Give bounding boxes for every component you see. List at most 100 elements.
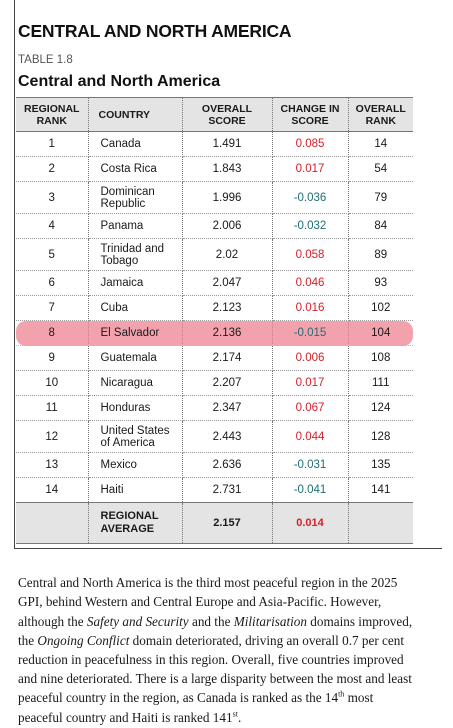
table-body: 1 Canada 1.491 0.085 14 2 Costa Rica 1.843 0.017…: [16, 131, 413, 544]
country-cell: Guatemala: [88, 345, 183, 371]
average-rank-cell: [16, 502, 89, 544]
overall-score-cell: 1.491: [182, 131, 273, 157]
change-in-score-cell: -0.015: [272, 320, 349, 346]
body-emphasis-militarisation: Militarisation: [233, 613, 307, 629]
change-in-score-cell: 0.006: [272, 345, 349, 371]
change-in-score-cell: -0.036: [272, 181, 349, 214]
table-title: Central and North America: [18, 73, 221, 90]
regional-rank-cell: 3: [16, 181, 89, 214]
overall-score-cell: 2.136: [182, 320, 273, 346]
table-row: 4 Panama 2.006 -0.032 84: [16, 213, 413, 239]
regional-rank-cell: 1: [16, 131, 89, 157]
country-cell: Mexico: [88, 452, 183, 478]
table-row: 1 Canada 1.491 0.085 14: [16, 131, 413, 157]
overall-rank-cell: 108: [348, 345, 413, 371]
table-row: 9 Guatemala 2.174 0.006 108: [16, 345, 413, 371]
ordinal-suffix-1: th: [338, 690, 345, 700]
change-in-score-cell: 0.085: [272, 131, 349, 157]
change-in-score-cell: 0.058: [272, 238, 349, 271]
ordinal-suffix-2: st: [232, 709, 238, 719]
regional-rank-cell: 9: [16, 345, 89, 371]
regional-rank-cell: 14: [16, 477, 89, 503]
body-text-3: domains improved, the: [18, 613, 413, 648]
header-overall-score: OVERALL SCORE: [182, 97, 273, 132]
overall-rank-cell: 135: [348, 452, 413, 478]
overall-rank-cell: 84: [348, 213, 413, 239]
table-row: 7 Cuba 2.123 0.016 102: [16, 295, 413, 321]
overall-rank-cell: 104: [348, 320, 413, 346]
regional-rank-cell: 13: [16, 452, 89, 478]
overall-rank-cell: 141: [348, 477, 413, 503]
overall-rank-cell: 128: [348, 420, 413, 453]
country-cell: Cuba: [88, 295, 183, 321]
change-in-score-cell: 0.017: [272, 156, 349, 182]
header-regional-rank: REGIONAL RANK: [16, 97, 89, 132]
country-cell: Honduras: [88, 395, 183, 421]
average-change: 0.014: [272, 502, 349, 544]
body-text-4: domain deteriorated, driving an overall …: [18, 632, 412, 706]
overall-score-cell: 1.843: [182, 156, 273, 182]
country-cell: Nicaragua: [88, 370, 183, 396]
country-cell: Costa Rica: [88, 156, 183, 182]
table-row: 14 Haiti 2.731 -0.041 141: [16, 477, 413, 503]
average-overall-rank-cell: [348, 502, 413, 544]
table-label: TABLE 1.8: [18, 54, 73, 66]
body-emphasis-safety: Safety and Security: [86, 613, 189, 629]
country-cell: Canada: [88, 131, 183, 157]
left-margin-rule: [14, 0, 15, 548]
overall-rank-cell: 79: [348, 181, 413, 214]
overall-score-cell: 2.047: [182, 270, 273, 296]
table-row: 6 Jamaica 2.047 0.046 93: [16, 270, 413, 296]
overall-score-cell: 2.731: [182, 477, 273, 503]
body-divider: [14, 548, 442, 549]
body-text-2: and the: [188, 613, 234, 629]
header-change-in-score: CHANGE IN SCORE: [272, 97, 349, 132]
change-in-score-cell: -0.041: [272, 477, 349, 503]
overall-score-cell: 2.123: [182, 295, 273, 321]
change-in-score-cell: -0.031: [272, 452, 349, 478]
overall-score-cell: 2.174: [182, 345, 273, 371]
regional-rank-cell: 10: [16, 370, 89, 396]
country-cell: Dominican Republic: [88, 181, 183, 214]
peace-index-table: REGIONAL RANK COUNTRY OVERALL SCORE CHAN…: [16, 97, 413, 544]
regional-rank-cell: 7: [16, 295, 89, 321]
country-cell: United States of America: [88, 420, 183, 453]
country-cell: Panama: [88, 213, 183, 239]
overall-rank-cell: 93: [348, 270, 413, 296]
overall-rank-cell: 124: [348, 395, 413, 421]
table-row: 3 Dominican Republic 1.996 -0.036 79: [16, 181, 413, 214]
regional-average-row: REGIONAL AVERAGE 2.157 0.014: [16, 502, 413, 544]
average-score: 2.157: [182, 502, 273, 544]
overall-score-cell: 2.02: [182, 238, 273, 271]
body-paragraph: Central and North America is the third m…: [18, 573, 418, 727]
regional-rank-cell: 5: [16, 238, 89, 271]
country-cell: El Salvador: [88, 320, 183, 346]
regional-rank-cell: 11: [16, 395, 89, 421]
overall-rank-cell: 102: [348, 295, 413, 321]
country-cell: Jamaica: [88, 270, 183, 296]
regional-rank-cell: 4: [16, 213, 89, 239]
overall-rank-cell: 54: [348, 156, 413, 182]
overall-score-cell: 2.636: [182, 452, 273, 478]
country-cell: Trinidad and Tobago: [88, 238, 183, 271]
table-row: 13 Mexico 2.636 -0.031 135: [16, 452, 413, 478]
overall-rank-cell: 14: [348, 131, 413, 157]
change-in-score-cell: -0.032: [272, 213, 349, 239]
regional-rank-cell: 12: [16, 420, 89, 453]
change-in-score-cell: 0.044: [272, 420, 349, 453]
overall-rank-cell: 111: [348, 370, 413, 396]
table-row: 11 Honduras 2.347 0.067 124: [16, 395, 413, 421]
regional-rank-cell: 8: [16, 320, 89, 346]
header-overall-rank: OVERALL RANK: [348, 97, 413, 132]
overall-score-cell: 1.996: [182, 181, 273, 214]
overall-score-cell: 2.207: [182, 370, 273, 396]
overall-score-cell: 2.443: [182, 420, 273, 453]
table-row: 10 Nicaragua 2.207 0.017 111: [16, 370, 413, 396]
regional-rank-cell: 2: [16, 156, 89, 182]
table-row: 12 United States of America 2.443 0.044 128: [16, 420, 413, 453]
change-in-score-cell: 0.067: [272, 395, 349, 421]
overall-rank-cell: 89: [348, 238, 413, 271]
change-in-score-cell: 0.017: [272, 370, 349, 396]
table-header-row: REGIONAL RANK COUNTRY OVERALL SCORE CHAN…: [16, 97, 413, 132]
